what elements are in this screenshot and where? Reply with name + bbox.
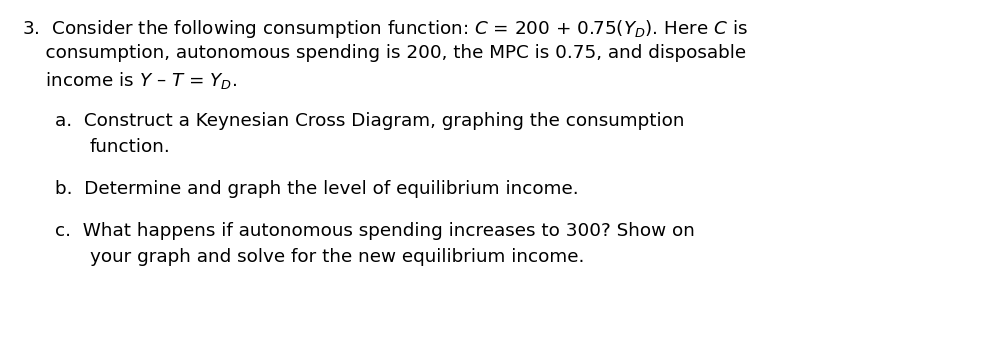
Text: b.  Determine and graph the level of equilibrium income.: b. Determine and graph the level of equi… xyxy=(55,180,579,198)
Text: consumption, autonomous spending is 200, the MPC is 0.75, and disposable: consumption, autonomous spending is 200,… xyxy=(22,44,746,62)
Text: your graph and solve for the new equilibrium income.: your graph and solve for the new equilib… xyxy=(90,248,585,266)
Text: function.: function. xyxy=(90,138,170,156)
Text: income is $\mathit{Y}$ – $\mathit{T}$ = $\mathit{Y}_D$.: income is $\mathit{Y}$ – $\mathit{T}$ = … xyxy=(22,70,237,91)
Text: c.  What happens if autonomous spending increases to 300? Show on: c. What happens if autonomous spending i… xyxy=(55,222,695,240)
Text: 3.  Consider the following consumption function: $\mathit{C}$ = 200 + 0.75($\mat: 3. Consider the following consumption fu… xyxy=(22,18,748,40)
Text: a.  Construct a Keynesian Cross Diagram, graphing the consumption: a. Construct a Keynesian Cross Diagram, … xyxy=(55,112,685,130)
